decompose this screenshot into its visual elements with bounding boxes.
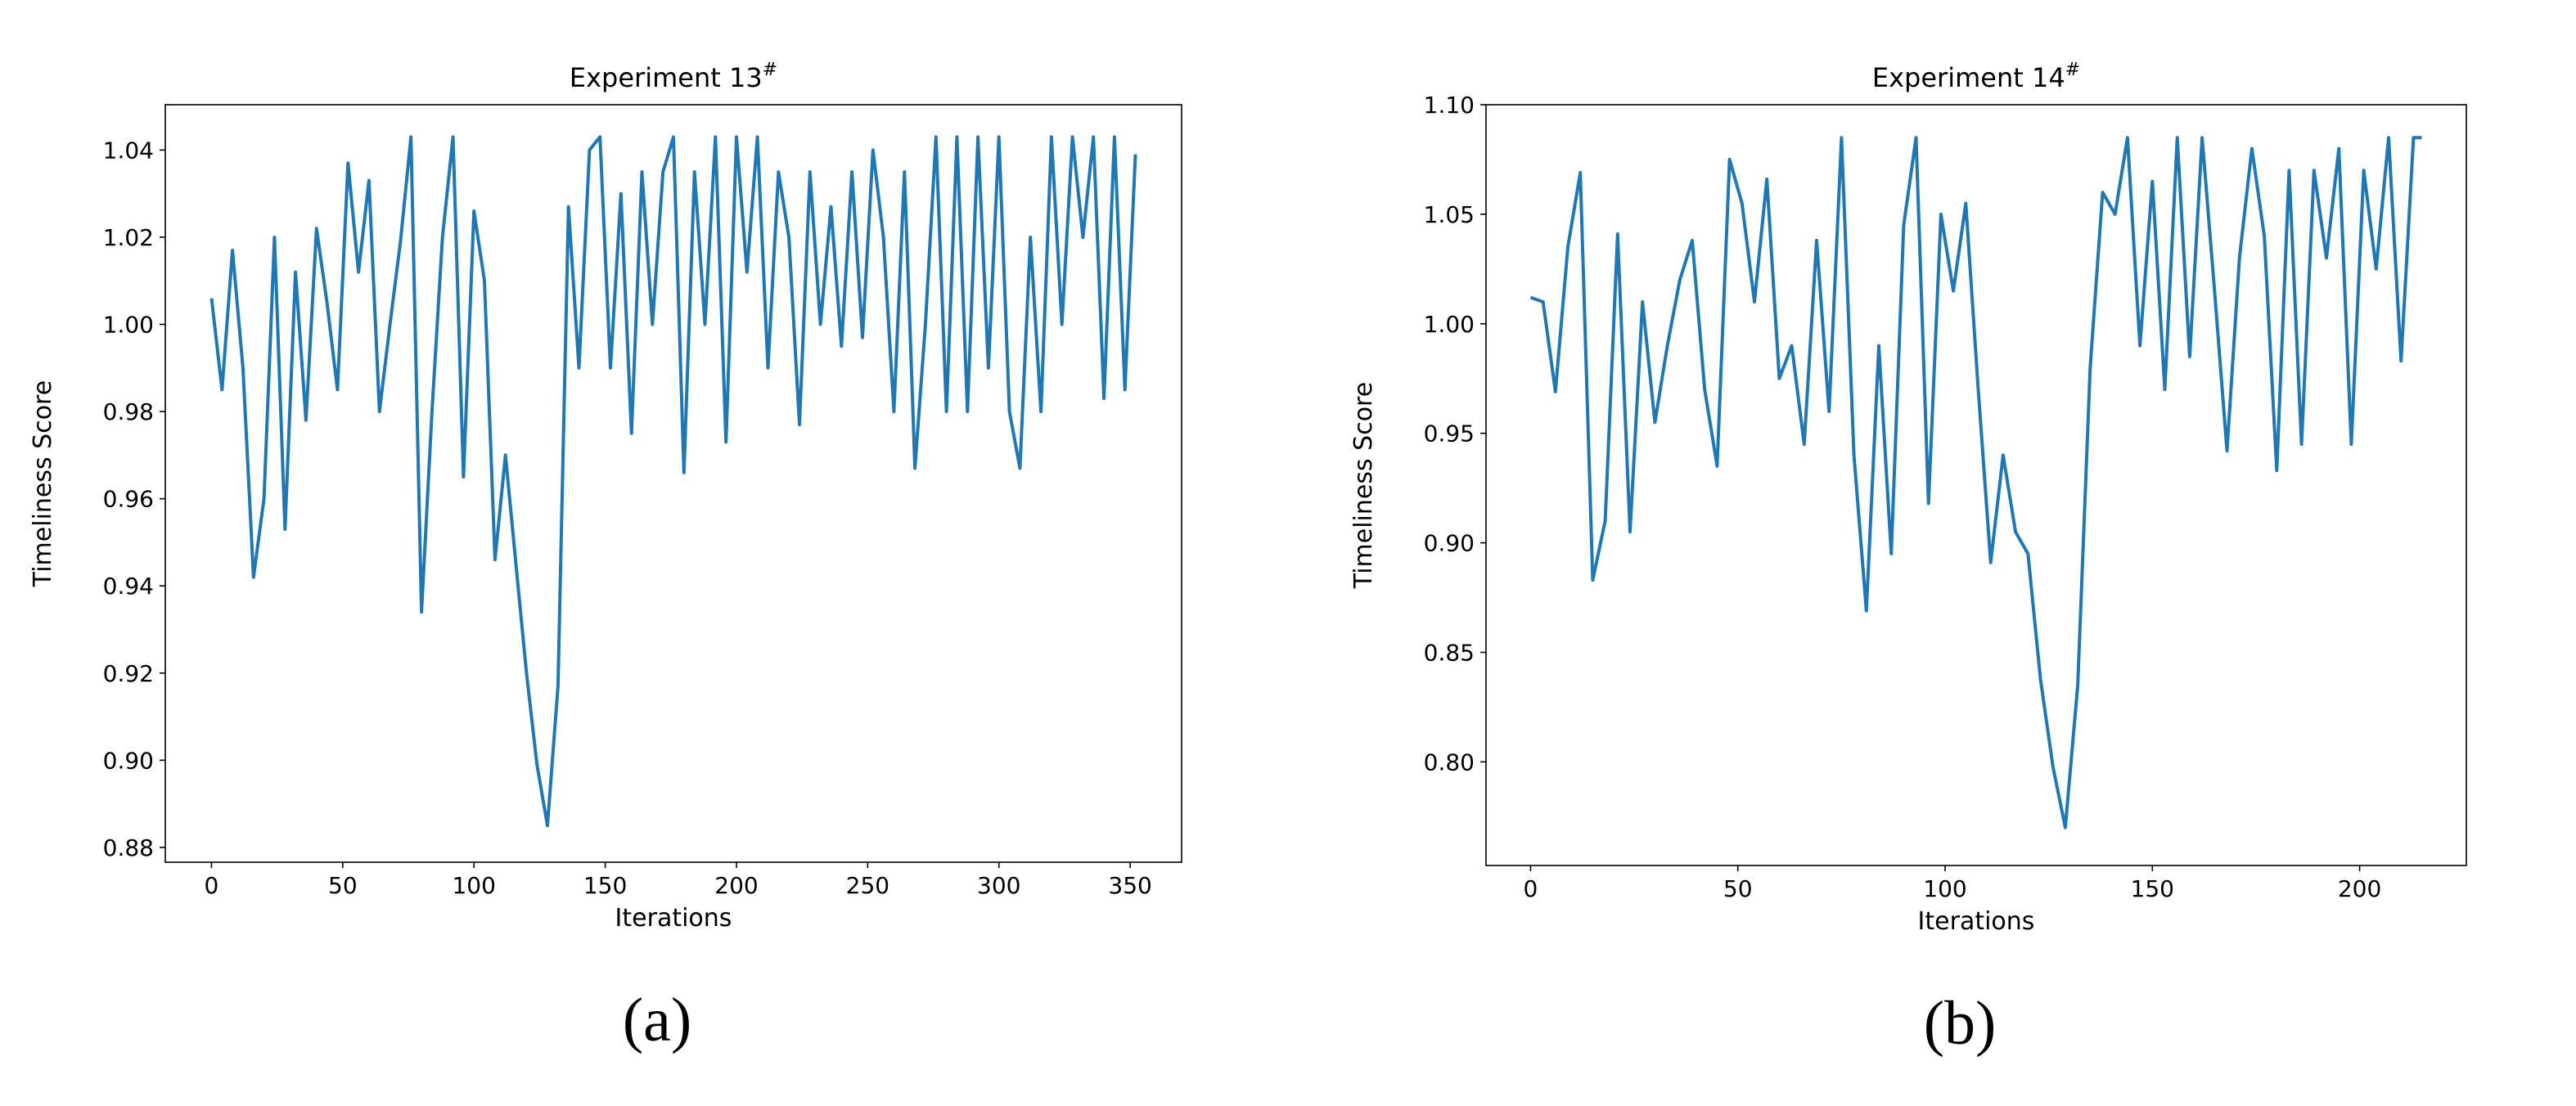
y-tick-label: 1.10 bbox=[1424, 92, 1475, 119]
x-tick-label: 300 bbox=[977, 872, 1020, 899]
title-text: Experiment 14 bbox=[1872, 62, 2065, 93]
x-tick-label: 100 bbox=[452, 872, 495, 899]
y-axis-label: Timeliness Score bbox=[29, 380, 57, 587]
x-tick-label: 50 bbox=[328, 872, 358, 899]
x-tick-label: 0 bbox=[1524, 875, 1538, 902]
y-tick-label: 0.85 bbox=[1424, 639, 1475, 666]
x-tick-label: 350 bbox=[1108, 872, 1151, 899]
data-line bbox=[209, 135, 1137, 828]
y-tick-label: 0.94 bbox=[103, 573, 154, 600]
x-tick-label: 150 bbox=[2131, 875, 2174, 902]
y-tick-label: 1.00 bbox=[1424, 311, 1475, 338]
x-tick-label: 50 bbox=[1723, 875, 1753, 902]
title-superscript: # bbox=[2065, 60, 2080, 80]
title-text: Experiment 13 bbox=[570, 62, 763, 93]
y-tick-label: 0.98 bbox=[103, 398, 154, 425]
y-tick-label: 0.90 bbox=[103, 747, 154, 774]
y-tick-label: 0.95 bbox=[1424, 420, 1475, 447]
title-superscript: # bbox=[763, 60, 777, 80]
x-tick-label: 200 bbox=[714, 872, 758, 899]
y-tick-label: 0.96 bbox=[103, 486, 154, 513]
x-tick-label: 200 bbox=[2338, 875, 2381, 902]
axes-frame bbox=[164, 104, 1182, 863]
x-tick-label: 250 bbox=[846, 872, 889, 899]
data-line bbox=[1529, 136, 2422, 830]
axes-frame bbox=[1485, 104, 2467, 866]
chart-title: Experiment 13# bbox=[570, 60, 777, 93]
y-tick-label: 0.88 bbox=[103, 834, 154, 861]
y-tick-label: 0.92 bbox=[103, 660, 154, 687]
y-axis-label: Timeliness Score bbox=[1349, 382, 1378, 589]
panel-caption: (a) bbox=[623, 986, 691, 1054]
y-tick-label: 0.80 bbox=[1424, 749, 1475, 776]
x-tick-label: 150 bbox=[583, 872, 627, 899]
x-axis-label: Iterations bbox=[615, 904, 732, 933]
y-tick-label: 1.00 bbox=[103, 312, 154, 339]
y-tick-label: 1.02 bbox=[103, 224, 154, 251]
y-tick-label: 1.05 bbox=[1424, 201, 1475, 228]
x-tick-label: 0 bbox=[205, 872, 219, 899]
chart-title: Experiment 14# bbox=[1872, 60, 2080, 93]
y-tick-label: 0.90 bbox=[1424, 530, 1475, 557]
y-tick-label: 1.04 bbox=[103, 137, 154, 164]
panel-caption: (b) bbox=[1924, 989, 1997, 1058]
x-axis-label: Iterations bbox=[1918, 907, 2035, 936]
x-tick-label: 100 bbox=[1923, 875, 1966, 902]
